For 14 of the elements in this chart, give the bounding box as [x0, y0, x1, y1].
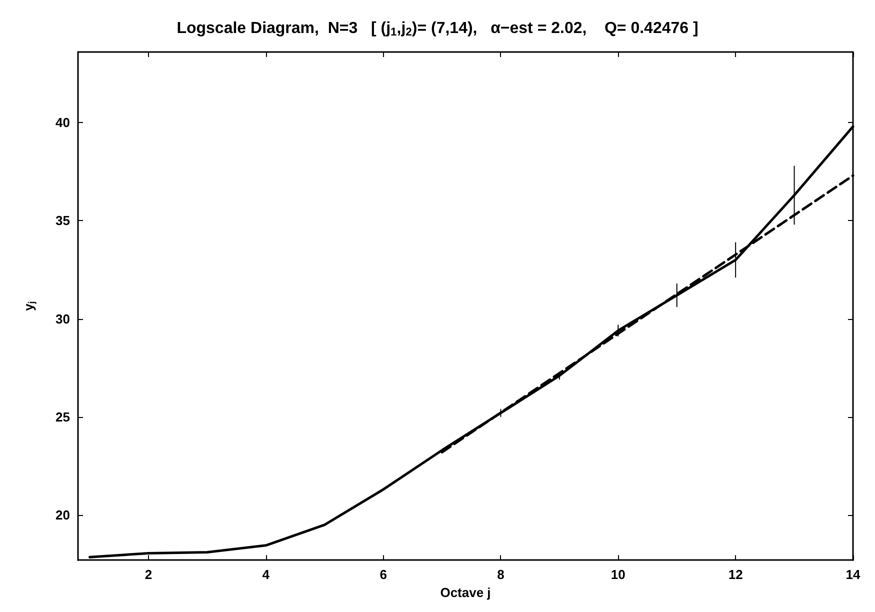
y-axis-title: yj: [20, 301, 36, 311]
x-axis-title: Octave j: [440, 585, 491, 600]
x-tick-label: 6: [380, 567, 387, 582]
x-tick-label: 4: [262, 567, 270, 582]
y-tick-label: 35: [56, 213, 70, 228]
y-tick-label: 20: [56, 507, 70, 522]
x-tick-label: 2: [144, 567, 152, 582]
x-tick-label: 10: [610, 567, 626, 582]
y-tick-label: 25: [56, 409, 70, 424]
y-tick-label: 30: [56, 311, 70, 326]
y-tick-label: 40: [56, 115, 70, 130]
x-tick-label: 12: [728, 567, 743, 582]
x-tick-label: 8: [497, 567, 504, 582]
x-tick-label: 14: [846, 567, 861, 582]
